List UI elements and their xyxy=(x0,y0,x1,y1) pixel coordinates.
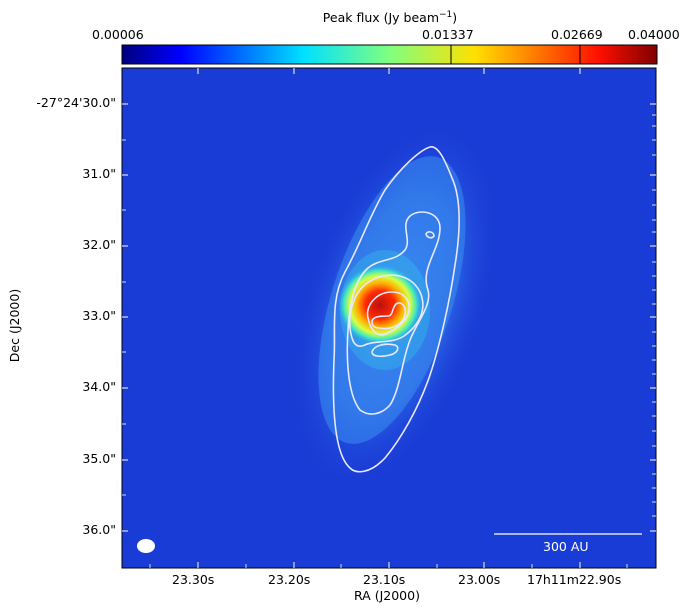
y-tick-label: 31.0" xyxy=(82,166,116,181)
colorbar-tick-label: 0.00006 xyxy=(92,27,144,42)
contour-5 xyxy=(371,302,407,330)
contour-3 xyxy=(349,274,424,347)
colorbar-ticks xyxy=(450,45,581,64)
colorbar-title: Peak flux (Jy beam−1) xyxy=(0,10,686,25)
colorbar-tick-label: 0.04000 xyxy=(628,27,680,42)
x-tick-label: 23.10s xyxy=(363,572,406,587)
scale-bar-label: 300 AU xyxy=(543,539,589,554)
colorbar xyxy=(121,44,658,65)
colorbar-title-close: ) xyxy=(452,10,458,26)
y-tick-label: 34.0" xyxy=(82,379,116,394)
axis-ticks xyxy=(122,68,656,568)
contours xyxy=(332,146,460,473)
y-tick-label: 35.0" xyxy=(82,451,116,466)
contour-small xyxy=(425,231,435,239)
colorbar-title-exp: −1 xyxy=(439,10,453,20)
y-tick-label: 33.0" xyxy=(82,308,116,323)
y-tick-label: -27°24'30.0" xyxy=(36,95,116,110)
contour-blob xyxy=(371,343,399,358)
x-tick-label: 23.30s xyxy=(172,572,215,587)
x-tick-label: 23.20s xyxy=(268,572,311,587)
colorbar-tick-label: 0.02669 xyxy=(551,27,603,42)
x-tick-label: 17h11m22.90s xyxy=(527,572,622,587)
contour-4 xyxy=(366,291,410,336)
minor-ticks xyxy=(122,114,656,568)
colorbar-title-main: Peak flux (Jy beam xyxy=(322,10,440,26)
beam-ellipse xyxy=(137,539,155,553)
y-tick-label: 32.0" xyxy=(82,237,116,252)
y-axis-label: Dec (J2000) xyxy=(7,288,23,363)
flux-image xyxy=(122,68,656,568)
x-tick-label: 23.00s xyxy=(458,572,501,587)
contour-outer xyxy=(332,146,460,473)
contour-2 xyxy=(346,211,441,415)
x-axis-label: RA (J2000) xyxy=(354,588,420,603)
y-tick-label: 36.0" xyxy=(82,522,116,537)
colorbar-tick-label: 0.01337 xyxy=(422,27,474,42)
